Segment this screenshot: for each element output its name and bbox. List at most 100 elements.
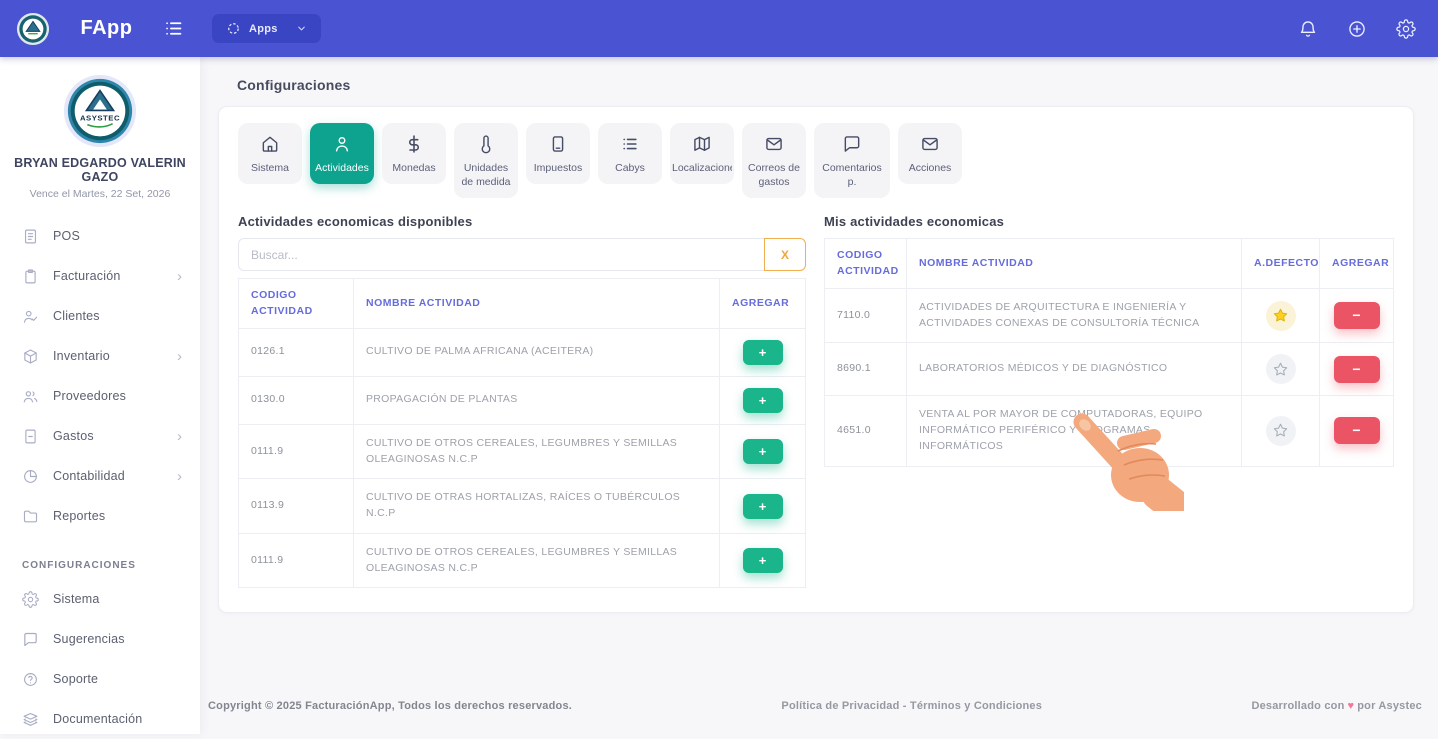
settings-gear-icon[interactable] bbox=[1396, 19, 1416, 39]
layers-icon bbox=[22, 711, 39, 728]
page-title: Configuraciones bbox=[237, 77, 1438, 93]
tab-acciones[interactable]: Acciones bbox=[898, 123, 962, 184]
col-agregar: AGREGAR bbox=[720, 279, 806, 328]
tab-cabys[interactable]: Cabys bbox=[598, 123, 662, 184]
dollar-icon bbox=[404, 134, 424, 154]
my-activities-table: CODIGO ACTIVIDAD NOMBRE ACTIVIDAD A.DEFE… bbox=[824, 238, 1394, 466]
gear-icon bbox=[22, 591, 39, 608]
my-activities-panel: Mis actividades economicas CODIGO ACTIVI… bbox=[824, 214, 1394, 466]
mail-icon bbox=[764, 134, 784, 154]
sidebar-item-inventario[interactable]: Inventario › bbox=[0, 336, 200, 376]
add-activity-button[interactable]: + bbox=[743, 340, 783, 365]
tab-localizaciones[interactable]: Localizaciones bbox=[670, 123, 734, 184]
sidebar-item-sugerencias[interactable]: Sugerencias bbox=[0, 619, 200, 659]
add-plus-circle-icon[interactable] bbox=[1347, 19, 1367, 39]
sidebar-item-facturacion[interactable]: Facturación › bbox=[0, 256, 200, 296]
tab-comentarios[interactable]: Comentarios p. bbox=[814, 123, 890, 198]
folder-icon bbox=[22, 508, 39, 525]
add-activity-button[interactable]: + bbox=[743, 439, 783, 464]
available-activities-table: CODIGO ACTIVIDAD NOMBRE ACTIVIDAD AGREGA… bbox=[238, 278, 806, 588]
footer: Copyright © 2025 FacturaciónApp, Todos l… bbox=[208, 700, 1422, 712]
sidebar-item-documentacion[interactable]: Documentación bbox=[0, 699, 200, 739]
user-name: BRYAN EDGARDO VALERIN GAZO bbox=[0, 156, 200, 184]
table-row: 7110.0 ACTIVIDADES DE ARQUITECTURA E ING… bbox=[825, 288, 1394, 343]
globe-icon bbox=[226, 21, 241, 36]
table-row: 0111.9 CULTIVO DE OTROS CEREALES, LEGUMB… bbox=[239, 424, 806, 479]
file-icon bbox=[22, 228, 39, 245]
thermometer-icon bbox=[476, 134, 496, 154]
journal-icon bbox=[548, 134, 568, 154]
person-icon bbox=[332, 134, 352, 154]
table-row: 4651.0 VENTA AL POR MAYOR DE COMPUTADORA… bbox=[825, 396, 1394, 466]
add-activity-button[interactable]: + bbox=[743, 548, 783, 573]
topbar-actions bbox=[1298, 19, 1438, 39]
tab-correos-de-gastos[interactable]: Correos de gastos bbox=[742, 123, 806, 198]
chevron-down-icon bbox=[296, 23, 307, 34]
remove-activity-button[interactable]: − bbox=[1334, 417, 1380, 444]
sidebar-section-configuraciones: CONFIGURACIONES bbox=[0, 536, 200, 579]
add-activity-button[interactable]: + bbox=[743, 494, 783, 519]
company-logo-text: ASYSTEC bbox=[80, 114, 120, 123]
app-logo bbox=[16, 12, 50, 46]
col-codigo-actividad: CODIGO ACTIVIDAD bbox=[825, 239, 907, 288]
clear-search-button[interactable]: X bbox=[764, 238, 806, 271]
sidebar: ASYSTEC BRYAN EDGARDO VALERIN GAZO Vence… bbox=[0, 57, 200, 734]
col-a-defecto: A.DEFECTO bbox=[1242, 239, 1320, 288]
table-row: 0113.9 CULTIVO DE OTRAS HORTALIZAS, RAÍC… bbox=[239, 479, 806, 534]
comment-icon bbox=[22, 631, 39, 648]
table-row: 0111.9 CULTIVO DE OTROS CEREALES, LEGUMB… bbox=[239, 533, 806, 588]
company-logo: ASYSTEC bbox=[63, 74, 137, 148]
table-row: 0130.0 PROPAGACIÓN DE PLANTAS + bbox=[239, 376, 806, 424]
sidebar-item-pos[interactable]: POS bbox=[0, 216, 200, 256]
sidebar-item-contabilidad[interactable]: Contabilidad › bbox=[0, 456, 200, 496]
menu-icon[interactable] bbox=[163, 18, 184, 39]
col-agregar: AGREGAR bbox=[1320, 239, 1394, 288]
cube-icon bbox=[22, 348, 39, 365]
remove-activity-button[interactable]: − bbox=[1334, 302, 1380, 329]
notifications-bell-icon[interactable] bbox=[1298, 19, 1318, 39]
add-activity-button[interactable]: + bbox=[743, 388, 783, 413]
tab-sistema[interactable]: Sistema bbox=[238, 123, 302, 184]
help-circle-icon bbox=[22, 671, 39, 688]
default-star-icon[interactable] bbox=[1266, 301, 1296, 331]
tab-unidades-de-medida[interactable]: Unidades de medida bbox=[454, 123, 518, 198]
app-title: FApp bbox=[64, 17, 149, 40]
tab-impuestos[interactable]: Impuestos bbox=[526, 123, 590, 184]
sidebar-item-clientes[interactable]: Clientes bbox=[0, 296, 200, 336]
default-star-icon[interactable] bbox=[1266, 354, 1296, 384]
license-expiry: Vence el Martes, 22 Set, 2026 bbox=[0, 188, 200, 200]
sidebar-item-reportes[interactable]: Reportes bbox=[0, 496, 200, 536]
tab-monedas[interactable]: Monedas bbox=[382, 123, 446, 184]
sidebar-item-sistema[interactable]: Sistema bbox=[0, 579, 200, 619]
apps-button[interactable]: Apps bbox=[212, 14, 321, 43]
user-block: ASYSTEC BRYAN EDGARDO VALERIN GAZO Vence… bbox=[0, 57, 200, 200]
col-codigo-actividad: CODIGO ACTIVIDAD bbox=[239, 279, 354, 328]
col-nombre-actividad: NOMBRE ACTIVIDAD bbox=[354, 279, 720, 328]
heart-icon: ♥ bbox=[1348, 700, 1355, 712]
sidebar-item-proveedores[interactable]: Proveedores bbox=[0, 376, 200, 416]
sidebar-nav: POS Facturación › Clientes Inventario › … bbox=[0, 216, 200, 739]
sidebar-item-soporte[interactable]: Soporte bbox=[0, 659, 200, 699]
configurations-card: Sistema Actividades Monedas Unidades de … bbox=[218, 106, 1414, 613]
tab-actividades[interactable]: Actividades bbox=[310, 123, 374, 184]
my-activities-title: Mis actividades economicas bbox=[824, 214, 1394, 229]
footer-credit: Desarrollado con♥por Asystec bbox=[1251, 700, 1422, 712]
footer-links[interactable]: Política de Privacidad - Términos y Cond… bbox=[781, 700, 1042, 712]
chevron-right-icon: › bbox=[177, 469, 182, 484]
search-input[interactable] bbox=[238, 238, 764, 271]
remove-activity-button[interactable]: − bbox=[1334, 356, 1380, 383]
apps-button-label: Apps bbox=[249, 23, 278, 35]
table-header-row: CODIGO ACTIVIDAD NOMBRE ACTIVIDAD AGREGA… bbox=[239, 279, 806, 328]
sidebar-item-gastos[interactable]: Gastos › bbox=[0, 416, 200, 456]
chevron-right-icon: › bbox=[177, 269, 182, 284]
chevron-right-icon: › bbox=[177, 349, 182, 364]
default-star-icon[interactable] bbox=[1266, 416, 1296, 446]
activities-panels: Actividades economicas disponibles X COD… bbox=[238, 214, 1394, 588]
map-icon bbox=[692, 134, 712, 154]
list-icon bbox=[620, 134, 640, 154]
home-icon bbox=[260, 134, 280, 154]
table-header-row: CODIGO ACTIVIDAD NOMBRE ACTIVIDAD A.DEFE… bbox=[825, 239, 1394, 288]
mail-icon bbox=[920, 134, 940, 154]
topbar: FApp Apps bbox=[0, 0, 1438, 57]
brand-area: FApp bbox=[0, 0, 200, 57]
